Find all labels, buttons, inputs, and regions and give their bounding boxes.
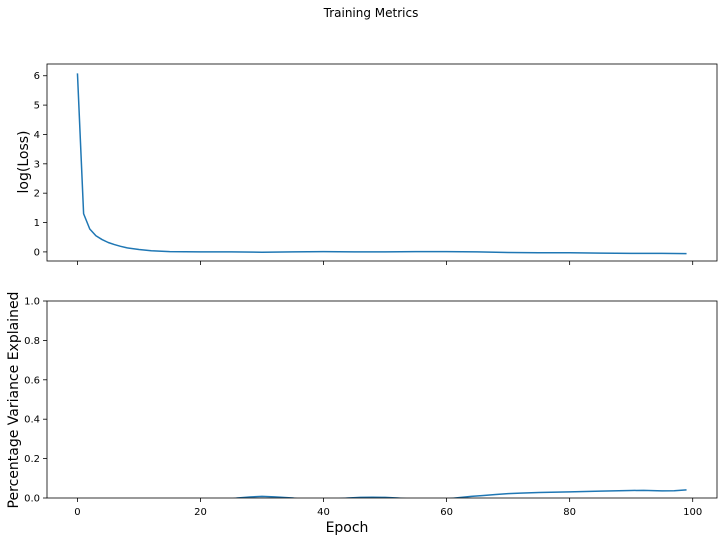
y-tick-label: 0.8 bbox=[24, 336, 40, 347]
x-axis-label: Epoch bbox=[326, 520, 369, 536]
y-tick-label: 0.0 bbox=[24, 494, 40, 505]
y-tick-label: 3 bbox=[34, 159, 40, 170]
x-tick-label: 80 bbox=[563, 507, 576, 518]
x-tick-label: 40 bbox=[317, 507, 330, 518]
y-tick-label: 2 bbox=[34, 189, 40, 200]
y-tick-label: 5 bbox=[34, 101, 40, 112]
figure-title: Training Metrics bbox=[323, 6, 419, 20]
series-line bbox=[232, 489, 687, 498]
y-tick-label: 4 bbox=[34, 130, 40, 141]
y-tick-label: 0.6 bbox=[24, 375, 40, 386]
y-tick-label: 1.0 bbox=[24, 297, 40, 308]
axes-frame bbox=[46, 300, 718, 499]
loss-y-axis-label: log(Loss) bbox=[16, 131, 32, 194]
axes-frame bbox=[46, 63, 718, 262]
variance-y-axis-label: Percentage Variance Explained bbox=[6, 292, 22, 509]
x-tick-label: 100 bbox=[683, 507, 702, 518]
y-tick-label: 0 bbox=[34, 247, 40, 258]
variance-panel: 0 20 40 60 80 100 0.0 0.2 0.4 0.6 0.8 1.0 bbox=[24, 297, 718, 518]
x-tick-label: 0 bbox=[74, 507, 80, 518]
y-tick-label: 6 bbox=[34, 71, 40, 82]
y-tick-label: 0.2 bbox=[24, 454, 40, 465]
y-tick-label: 1 bbox=[34, 218, 40, 229]
x-tick-label: 60 bbox=[440, 507, 453, 518]
y-tick-label: 0.4 bbox=[24, 415, 40, 426]
x-tick-label: 20 bbox=[194, 507, 207, 518]
loss-panel: 0 1 2 3 4 5 6 bbox=[34, 63, 718, 265]
series-line bbox=[76, 73, 687, 255]
